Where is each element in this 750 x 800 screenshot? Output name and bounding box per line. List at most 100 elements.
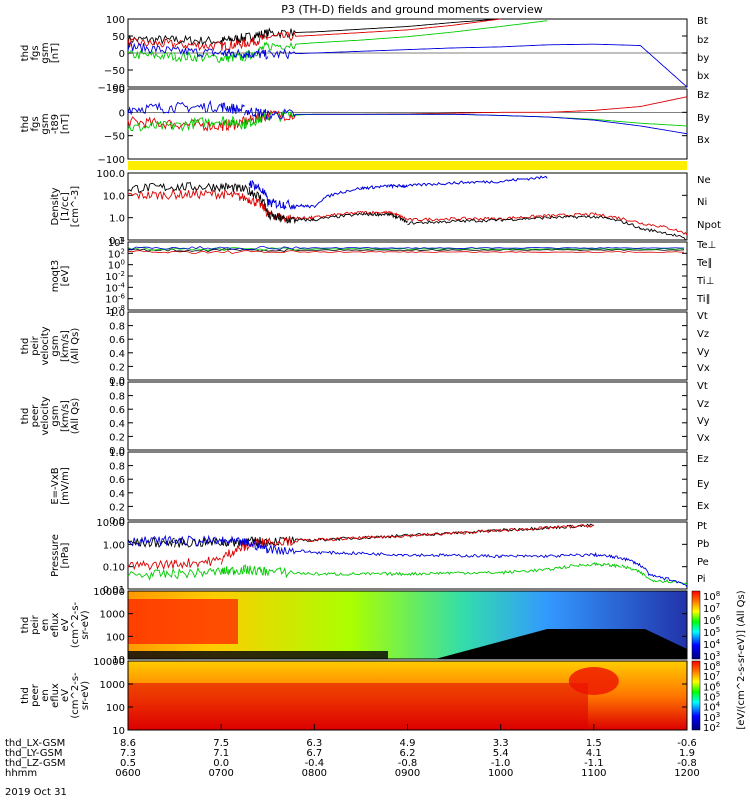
y-axis-label: gsm [50,405,61,426]
panel-ion_energy_flux: 10000 1000 100 10 thd peir en eflux eV (cm^2-s-sr… [20,587,721,666]
y-axis-label: [km/s] [60,400,71,432]
y-tick-label: 0.8 [109,322,125,333]
data-quality-bar [128,161,687,170]
y-axis-label: [cm^-3] [70,186,81,227]
colorbar-tick-label: 102 [703,721,720,734]
x-tick-label: 8.6 [120,738,136,749]
x-axis-row-label: hhmm [5,768,37,779]
y-tick-label: 10-8 [105,304,125,317]
legend-bx: bx [697,71,709,82]
colorbar-tick-label: 108 [703,660,720,673]
colorbar [691,590,701,660]
legend-Ni: Ni [697,197,707,208]
y-tick-label: 10000 [93,587,125,598]
x-tick-label: -0.6 [677,738,697,749]
series-Pb-line [127,524,595,571]
panel-fgs_gsm_nT: 100 50 0 −50 −100 thd fgs gsm [nT] Bt bz by bx [20,15,709,94]
y-axis-label: moqt3 [50,260,61,293]
y-tick-label: 100 [106,632,125,643]
x-axis-labels: thd_LX-GSM 8.6 7.5 6.3 4.9 3.3 1.5 -0.6 thd_LY-G… [5,724,700,779]
x-tick-label: 1.5 [586,738,602,749]
y-axis-label: Density [50,187,61,225]
y-tick-label: 1000 [100,680,125,691]
legend-by: by [697,53,709,64]
colorbar-tick-label: 103 [703,711,720,724]
panel-frame [127,451,688,521]
y-axis-label: (cm^2-s- [70,672,81,719]
y-axis-label: -t89 [50,114,61,134]
x-tick-label: -0.8 [398,758,418,769]
panel-density: 100.0 10.0 1.0 0.1 Density [1/cc] [cm^-3] Ne Ni N… [50,169,721,247]
colorbar-tick-label: 108 [703,590,720,603]
y-tick-label: −50 [104,132,125,143]
legend-Bz: Bz [697,90,709,101]
legend-Te⊥: Te⊥ [696,240,716,251]
y-tick-label: 0.0 [109,516,125,527]
y-tick-label: 100 [106,703,125,714]
panel-frame [127,590,688,660]
y-axis-label: eV [60,618,71,631]
y-tick-label: 10.0 [103,191,125,202]
y-axis-label: E=-VxB [50,467,61,504]
panel-frame [127,88,688,160]
panel-electron_velocity: 1.0 0.8 0.6 0.4 0.2 0.0 thd peer velocity gsm [km/… [20,378,710,457]
x-tick-label: 7.3 [120,748,136,759]
y-tick-label: 0.6 [109,335,125,346]
y-axis-label: thd [20,45,31,62]
legend-Vy: Vy [697,347,710,358]
y-axis-label: gsm [40,42,51,63]
y-axis-label: velocity [40,326,51,365]
y-axis-label: thd [20,338,31,355]
y-tick-label: 0.8 [109,462,125,473]
x-tick-label: -1.0 [491,758,511,769]
x-axis-row-label: thd_LY-GSM [5,748,62,759]
y-tick-label: 0.1 [109,236,125,247]
legend-Ex: Ex [697,501,709,512]
y-tick-label: 0.01 [103,585,125,596]
spectrogram-hot-region [128,683,588,730]
panel-frame [127,381,688,451]
y-axis-label: eflux [50,683,61,708]
y-tick-label: 50 [112,85,125,96]
x-tick-label: 1.9 [679,748,695,759]
y-axis-label: peir [30,614,41,634]
y-tick-label: 1.0 [109,448,125,459]
y-axis-label: (All Qs) [70,328,81,365]
legend-Te∥: Te∥ [696,258,713,269]
y-tick-label: 0 [119,108,125,119]
colorbar-tick-label: 105 [703,691,720,704]
colorbar-tick-label: 106 [703,614,721,627]
legend-By: By [697,113,710,124]
legend-Npot: Npot [697,220,721,231]
y-axis-label: thd [20,116,31,133]
legend-Vz: Vz [697,329,709,340]
x-tick-label: 0700 [208,768,233,779]
x-tick-label: -1.1 [584,758,604,769]
y-tick-label: 0.2 [109,502,125,513]
y-axis-label: (cm^2-s- [70,601,81,648]
y-axis-label: fgs [30,45,41,60]
y-axis-label: [nT] [60,114,71,134]
panel-pressure: 10.00 1.00 0.10 0.01 Pressure [nPa] Pt Pb Pe Pi [50,518,709,596]
y-tick-label: 100 [106,15,125,26]
y-axis-label: [mV/m] [60,467,71,505]
y-axis-label: gsm [40,113,51,134]
y-tick-label: −100 [98,155,125,166]
series-Npot-line [248,175,548,211]
legend-Pb: Pb [697,539,709,550]
legend-Vt: Vt [697,311,708,322]
legend-Vt: Vt [697,381,708,392]
x-tick-label: 3.3 [493,738,509,749]
legend-Vz: Vz [697,399,709,410]
y-tick-label: 0.6 [109,475,125,486]
series-Ni-line [127,181,688,241]
panel-frame [127,172,688,241]
panel-fgs_gsm_dipole_removed: 50 0 −50 −100 thd fgs gsm -t89 [nT] Bz By Bx [20,85,710,166]
x-tick-label: -0.4 [305,758,325,769]
temperature-trace [127,250,685,254]
spectrogram-hot-region [128,599,238,644]
legend-Bt: Bt [697,16,708,27]
x-tick-label: 4.1 [586,748,602,759]
y-axis-label: [km/s] [60,330,71,362]
x-tick-label: 1200 [674,768,699,779]
